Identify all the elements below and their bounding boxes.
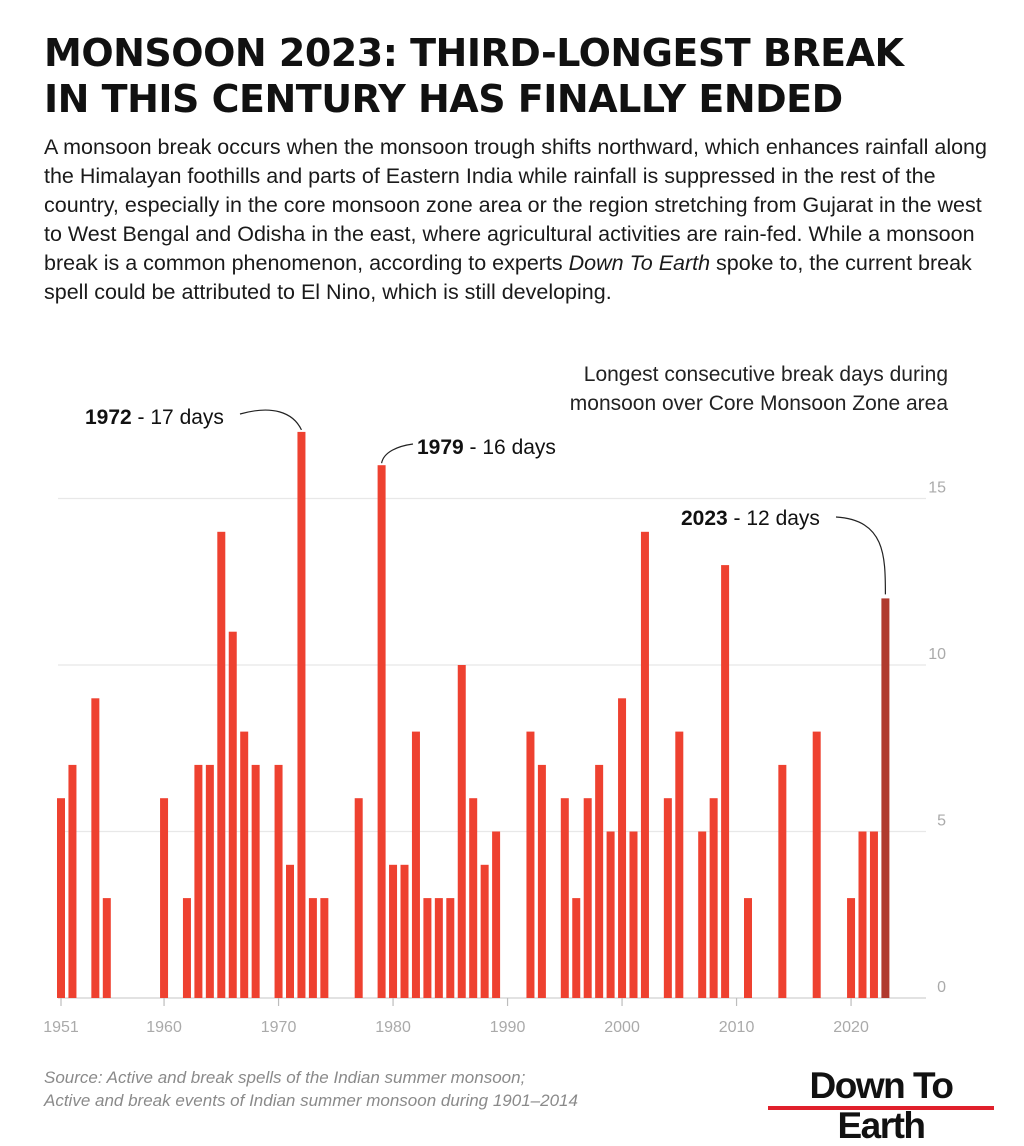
annotation-year: 1979: [417, 436, 464, 459]
bar-1963: [194, 765, 202, 998]
bar-1981: [401, 865, 409, 998]
bar-2014: [778, 765, 786, 998]
x-tick-label: 1980: [375, 1019, 411, 1036]
down-to-earth-logo: Down To Earth: [768, 1066, 994, 1114]
bar-1996: [572, 898, 580, 998]
bar-2020: [847, 898, 855, 998]
annotation-leader-1979: [382, 444, 413, 463]
bar-1951: [57, 798, 65, 998]
x-tick-label: 1990: [490, 1019, 526, 1036]
y-tick-label: 15: [928, 480, 946, 497]
bar-1968: [252, 765, 260, 998]
x-tick-label: 1970: [261, 1019, 297, 1036]
bar-2023: [881, 598, 889, 998]
bar-2017: [813, 732, 821, 998]
bar-1971: [286, 865, 294, 998]
bar-1955: [103, 898, 111, 998]
bar-1987: [469, 798, 477, 998]
annotation-days: - 17 days: [132, 406, 224, 429]
annotation-year: 2023: [681, 507, 728, 530]
source-line-2: Active and break events of Indian summer…: [44, 1089, 578, 1112]
bar-1966: [229, 632, 237, 998]
bar-1985: [446, 898, 454, 998]
bar-1998: [595, 765, 603, 998]
bar-1952: [68, 765, 76, 998]
annotation-label-1972: 1972 - 17 days: [85, 406, 224, 429]
bar-1965: [217, 532, 225, 998]
bar-1962: [183, 898, 191, 998]
bar-1977: [355, 798, 363, 998]
bar-1964: [206, 765, 214, 998]
bar-1984: [435, 898, 443, 998]
bar-1954: [91, 698, 99, 998]
bar-1982: [412, 732, 420, 998]
bar-2008: [710, 798, 718, 998]
annotation-leader-2023: [836, 517, 885, 594]
bar-1999: [607, 832, 615, 999]
annotations: 1972 - 17 days 1979 - 16 days 2023 - 12 da…: [85, 406, 885, 594]
annotation-label-2023: 2023 - 12 days: [681, 507, 820, 530]
bar-1983: [423, 898, 431, 998]
bar-1967: [240, 732, 248, 998]
bar-1995: [561, 798, 569, 998]
bar-2004: [664, 798, 672, 998]
bar-2009: [721, 565, 729, 998]
bar-2021: [859, 832, 867, 999]
bar-1970: [275, 765, 283, 998]
x-tick-label: 2020: [833, 1019, 869, 1036]
bar-1988: [481, 865, 489, 998]
bar-2005: [675, 732, 683, 998]
annotation-label-1979: 1979 - 16 days: [417, 436, 556, 459]
x-tick-label: 1951: [43, 1019, 79, 1036]
bar-1986: [458, 665, 466, 998]
bar-chart: 0 5 10 15 1951 1960 1970 1980 1990 2000 2010 2020 1…: [0, 0, 1024, 1136]
y-tick-label: 10: [928, 646, 946, 663]
x-tick-label: 2010: [719, 1019, 755, 1036]
bar-2007: [698, 832, 706, 999]
bar-1974: [320, 898, 328, 998]
annotation-days: - 12 days: [728, 507, 820, 530]
bar-2000: [618, 698, 626, 998]
bar-1973: [309, 898, 317, 998]
annotation-leader-1972: [240, 410, 301, 430]
x-tick-label: 2000: [604, 1019, 640, 1036]
bar-2011: [744, 898, 752, 998]
source-note: Source: Active and break spells of the I…: [44, 1066, 578, 1112]
bar-1992: [526, 732, 534, 998]
bar-2002: [641, 532, 649, 998]
bar-1993: [538, 765, 546, 998]
bar-2001: [630, 832, 638, 999]
logo-underline: [768, 1106, 994, 1110]
bar-1972: [297, 432, 305, 998]
annotation-year: 1972: [85, 406, 132, 429]
bar-2022: [870, 832, 878, 999]
annotation-days: - 16 days: [464, 436, 556, 459]
y-tick-label: 5: [937, 813, 946, 830]
bar-1989: [492, 832, 500, 999]
y-tick-label: 0: [937, 979, 946, 996]
bar-1979: [378, 465, 386, 998]
bar-1960: [160, 798, 168, 998]
x-tick-label: 1960: [146, 1019, 182, 1036]
bar-1980: [389, 865, 397, 998]
bar-1997: [584, 798, 592, 998]
source-line-1: Source: Active and break spells of the I…: [44, 1066, 578, 1089]
